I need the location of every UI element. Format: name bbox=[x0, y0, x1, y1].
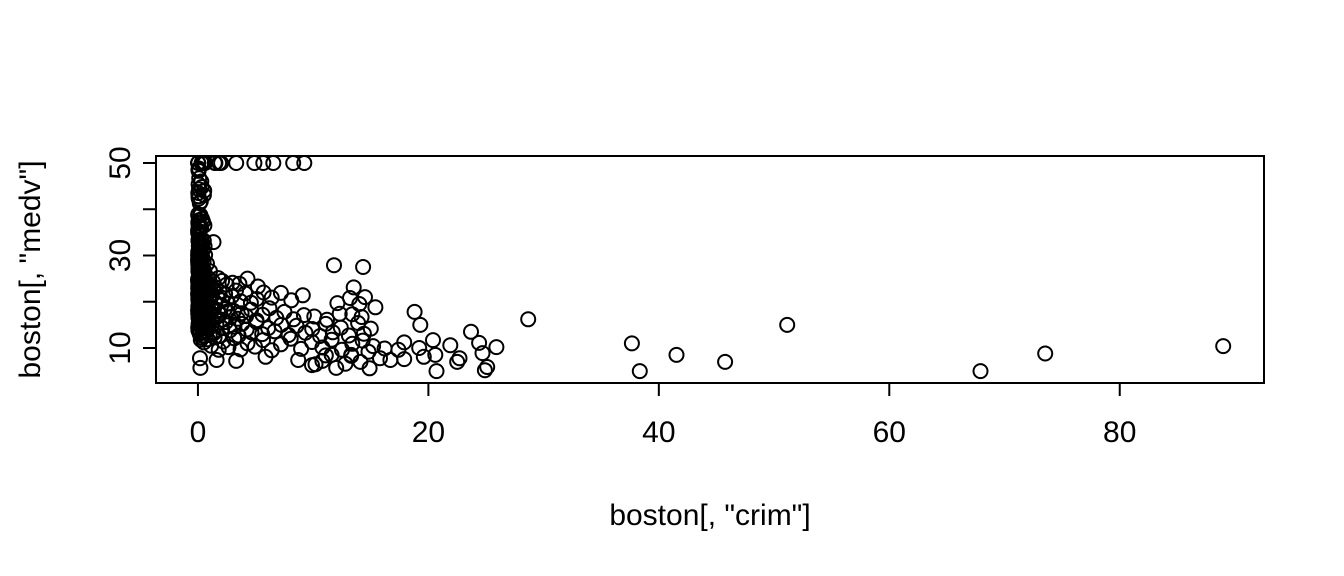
x-axis-tick-label: 20 bbox=[412, 416, 445, 449]
data-point bbox=[197, 247, 214, 263]
data-point bbox=[476, 362, 493, 379]
data-point bbox=[361, 360, 378, 377]
data-point bbox=[396, 351, 413, 368]
data-point bbox=[208, 352, 225, 368]
data-point bbox=[215, 333, 232, 350]
data-point bbox=[357, 289, 373, 306]
data-point bbox=[255, 332, 271, 349]
data-point bbox=[471, 334, 488, 351]
data-point bbox=[239, 270, 256, 287]
data-point bbox=[192, 359, 209, 376]
data-point bbox=[192, 350, 208, 367]
data-point bbox=[668, 346, 685, 363]
x-axis-label: boston[, "crim"] bbox=[609, 499, 810, 532]
data-point bbox=[272, 284, 289, 301]
data-point bbox=[520, 311, 537, 328]
data-point bbox=[228, 352, 245, 369]
data-point bbox=[411, 340, 428, 356]
data-point bbox=[217, 285, 234, 302]
data-point bbox=[217, 314, 234, 331]
data-point bbox=[265, 155, 282, 171]
data-point bbox=[239, 335, 256, 352]
data-point bbox=[192, 207, 209, 224]
plot-box bbox=[155, 155, 1265, 384]
data-point bbox=[463, 323, 479, 340]
data-point bbox=[328, 359, 345, 376]
data-point bbox=[488, 339, 505, 356]
x-axis-tick-label: 0 bbox=[190, 416, 207, 449]
data-point bbox=[210, 341, 227, 358]
y-axis-tick-label: 30 bbox=[104, 239, 137, 272]
data-point bbox=[717, 353, 734, 370]
data-point bbox=[220, 339, 237, 356]
data-point bbox=[972, 363, 989, 380]
data-point bbox=[257, 348, 274, 365]
data-point bbox=[362, 320, 379, 337]
data-point bbox=[412, 316, 429, 333]
data-point bbox=[442, 337, 459, 354]
data-point bbox=[451, 350, 468, 367]
data-point bbox=[396, 334, 413, 351]
x-axis-tick-label: 40 bbox=[642, 416, 675, 449]
y-axis-tick-label: 10 bbox=[104, 331, 137, 364]
y-axis-tick-label: 50 bbox=[104, 146, 137, 179]
data-point bbox=[228, 155, 245, 171]
x-axis-tick-label: 60 bbox=[873, 416, 906, 449]
data-point bbox=[295, 307, 312, 324]
data-point bbox=[205, 234, 222, 251]
data-point bbox=[324, 324, 341, 341]
data-point bbox=[290, 352, 307, 368]
data-point bbox=[479, 359, 496, 375]
data-point bbox=[449, 353, 466, 370]
data-point bbox=[428, 363, 445, 380]
data-point bbox=[191, 195, 208, 212]
data-point bbox=[199, 255, 215, 272]
y-axis-label: boston[, "medv"] bbox=[14, 160, 47, 378]
data-point bbox=[406, 303, 423, 320]
data-point bbox=[263, 289, 280, 306]
data-point bbox=[326, 257, 342, 274]
data-point bbox=[344, 335, 361, 352]
data-point bbox=[282, 330, 299, 347]
data-point bbox=[415, 348, 432, 365]
data-point bbox=[355, 259, 372, 275]
data-point bbox=[345, 279, 362, 296]
x-axis-tick-label: 80 bbox=[1103, 416, 1136, 449]
data-point bbox=[323, 331, 340, 348]
data-point bbox=[372, 350, 388, 367]
data-point bbox=[317, 347, 334, 364]
data-point bbox=[427, 346, 444, 363]
data-point bbox=[294, 287, 311, 304]
data-point bbox=[340, 327, 357, 344]
data-point bbox=[226, 318, 243, 335]
data-point bbox=[367, 299, 384, 316]
data-point bbox=[255, 284, 272, 301]
data-point bbox=[474, 345, 491, 362]
data-point bbox=[1037, 345, 1054, 362]
data-point bbox=[228, 282, 244, 299]
data-point bbox=[779, 316, 796, 333]
data-point bbox=[623, 335, 640, 352]
data-point bbox=[332, 319, 349, 336]
data-point bbox=[631, 363, 648, 380]
data-point bbox=[425, 332, 441, 349]
data-point bbox=[1215, 338, 1232, 355]
data-point bbox=[382, 352, 399, 368]
data-point bbox=[342, 290, 358, 306]
